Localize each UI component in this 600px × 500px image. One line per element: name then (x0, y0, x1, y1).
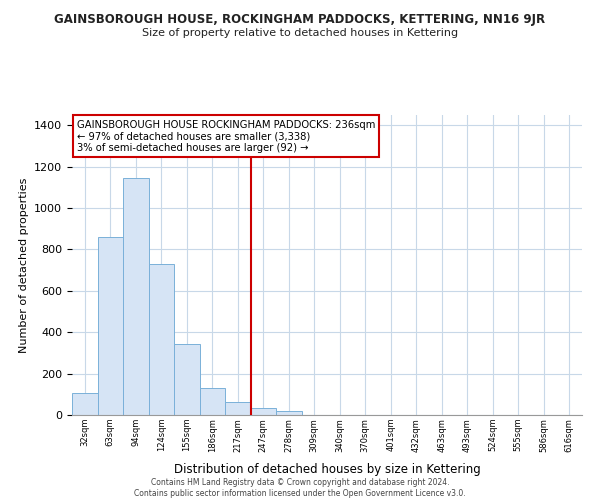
Bar (149, 264, 174, 415)
Bar (199, 388, 225, 415)
Bar (72, 394, 97, 415)
Text: Contains HM Land Registry data © Crown copyright and database right 2024.
Contai: Contains HM Land Registry data © Crown c… (134, 478, 466, 498)
Bar (174, 344, 199, 415)
Bar (97, 237, 123, 415)
Bar (276, 412, 302, 415)
Text: GAINSBOROUGH HOUSE ROCKINGHAM PADDOCKS: 236sqm
← 97% of detached houses are smal: GAINSBOROUGH HOUSE ROCKINGHAM PADDOCKS: … (77, 120, 376, 152)
X-axis label: Distribution of detached houses by size in Kettering: Distribution of detached houses by size … (173, 463, 481, 476)
Bar (251, 408, 276, 415)
Text: GAINSBOROUGH HOUSE, ROCKINGHAM PADDOCKS, KETTERING, NN16 9JR: GAINSBOROUGH HOUSE, ROCKINGHAM PADDOCKS,… (55, 12, 545, 26)
Bar (123, 178, 149, 415)
Bar (225, 402, 251, 415)
Text: Size of property relative to detached houses in Kettering: Size of property relative to detached ho… (142, 28, 458, 38)
Y-axis label: Number of detached properties: Number of detached properties (19, 178, 29, 352)
